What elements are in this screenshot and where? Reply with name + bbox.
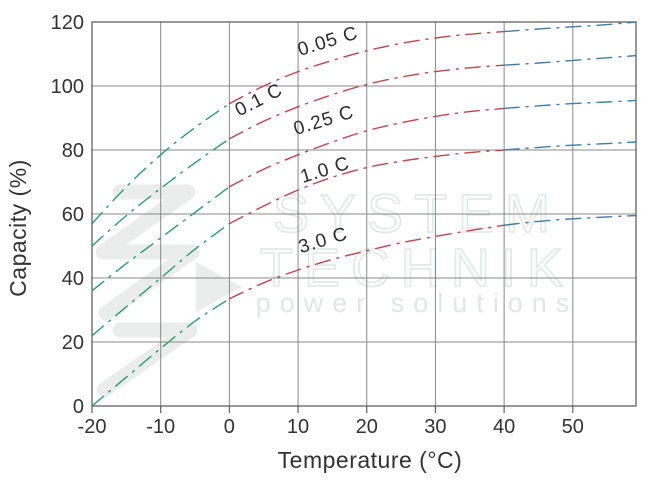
curve-label-1.0C: 1.0 C — [298, 153, 352, 188]
watermark-logo-swoosh-bottom — [96, 322, 198, 398]
curve-0.1C-cold — [91, 138, 231, 247]
curve-layer — [91, 21, 637, 407]
x-tick-label-0: 0 — [224, 416, 235, 438]
curve-3.0C-cold — [91, 298, 231, 407]
watermark-logo-arrow — [196, 262, 242, 312]
x-tick-label-20: 20 — [356, 416, 378, 438]
watermark-text-line3: power solutions — [256, 288, 579, 318]
y-tick-label-80: 80 — [62, 140, 84, 162]
x-tick-label--10: -10 — [146, 416, 175, 438]
x-tick-label--20: -20 — [78, 416, 107, 438]
x-tick-label-40: 40 — [493, 416, 515, 438]
y-tick-label-60: 60 — [62, 204, 84, 226]
curve-0.25C-normal — [228, 107, 505, 188]
watermark-logo-swoosh-top — [95, 184, 200, 321]
curve-1.0C-hot — [503, 141, 637, 151]
curve-0.25C-cold — [91, 186, 231, 292]
grid-layer — [91, 21, 637, 407]
y-tick-label-40: 40 — [62, 268, 84, 290]
y-tick-label-20: 20 — [62, 332, 84, 354]
plot-border — [91, 21, 637, 407]
y-tick-label-100: 100 — [51, 76, 84, 98]
curve-0.05C-normal — [228, 30, 505, 105]
watermark: SYSTEM TECHNIK power solutions — [95, 183, 579, 398]
curve-1.0C-cold — [91, 222, 231, 337]
y-axis-title: Capacity (%) — [5, 159, 31, 297]
y-tick-label-0: 0 — [73, 396, 84, 418]
curve-0.05C-hot — [503, 21, 637, 33]
curve-0.1C-hot — [503, 54, 637, 66]
curve-0.25C-hot — [503, 99, 637, 110]
x-tick-label-10: 10 — [287, 416, 309, 438]
tick-layer: -20 -10 0 10 20 30 40 50 0 20 40 60 80 100 120 — [51, 12, 584, 438]
x-tick-label-30: 30 — [424, 416, 446, 438]
curve-3.0C-hot — [503, 214, 637, 226]
curve-label-0.25C: 0.25 C — [291, 102, 356, 140]
watermark-text-line2: TECHNIK — [260, 238, 574, 298]
x-axis-title: Temperature (°C) — [278, 447, 463, 473]
curve-0.05C-cold — [91, 102, 231, 225]
x-tick-label-50: 50 — [562, 416, 584, 438]
curve-3.0C-normal — [228, 224, 505, 300]
y-tick-label-120: 120 — [51, 12, 84, 34]
curve-0.1C-normal — [228, 64, 505, 140]
